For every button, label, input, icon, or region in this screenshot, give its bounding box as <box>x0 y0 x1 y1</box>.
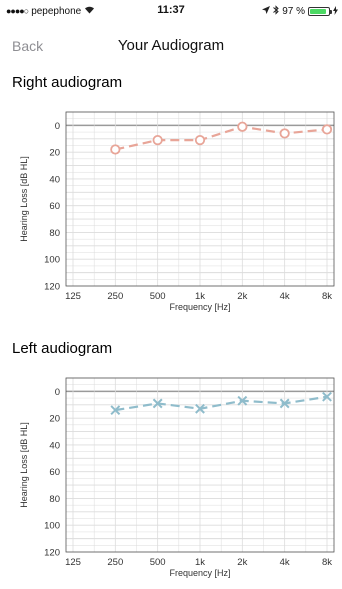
right-data-point-2 <box>194 135 206 146</box>
left-x-tick-0: 125 <box>65 557 81 568</box>
left-x-tick-4: 2k <box>237 557 247 568</box>
left-x-axis-label: Frequency [Hz] <box>169 568 230 578</box>
left-y-tick-0: 0 <box>55 387 60 398</box>
left-y-tick-6: 120 <box>44 548 60 559</box>
left-x-tick-1: 250 <box>107 557 123 568</box>
page-title: Your Audiogram <box>117 37 225 54</box>
left-audiogram-title: Left audiogram <box>12 340 113 357</box>
left-x-tick-3: 1k <box>195 557 205 568</box>
left-data-point-1 <box>152 398 163 409</box>
right-audiogram-title: Right audiogram <box>12 74 123 91</box>
right-x-tick-5: 4k <box>280 291 290 302</box>
right-x-axis-label: Frequency [Hz] <box>169 302 230 312</box>
carrier-name: pepephone <box>31 5 82 17</box>
right-data-point-3 <box>237 121 248 132</box>
right-data-point-1 <box>152 135 163 146</box>
back-button[interactable]: Back <box>12 38 44 54</box>
navigation-bar: Back Your Audiogram <box>0 30 342 60</box>
right-x-tick-4: 2k <box>237 291 247 302</box>
left-x-tick-6: 8k <box>322 557 332 568</box>
location-icon <box>262 6 271 17</box>
right-x-tick-2: 500 <box>150 291 166 302</box>
left-data-point-3 <box>237 395 248 406</box>
right-x-tick-6: 8k <box>322 291 332 302</box>
right-audiogram-chart: 0 20 40 60 80 100 120 125 250 500 1k 2k 4k 8k Frequenc… <box>19 111 335 312</box>
right-y-tick-4: 80 <box>49 228 60 239</box>
right-series-line-0 <box>115 125 328 151</box>
battery-icon <box>308 7 332 16</box>
right-x-tick-3: 1k <box>195 291 205 302</box>
right-x-tick-1: 250 <box>107 291 123 302</box>
right-y-tick-3: 60 <box>49 201 60 212</box>
left-plot-frame <box>65 377 335 553</box>
right-x-tick-0: 125 <box>65 291 81 302</box>
status-right: 97 % <box>262 5 338 18</box>
left-y-tick-1: 20 <box>49 414 60 425</box>
right-plot-frame <box>65 111 335 287</box>
status-bar: ●●●●○ pepephone 11:37 97 % <box>0 0 342 20</box>
left-grid <box>66 377 334 553</box>
right-y-axis-label: Hearing Loss [dB HL] <box>19 156 29 242</box>
left-y-axis-label: Hearing Loss [dB HL] <box>19 422 29 508</box>
right-data-point-0 <box>110 144 121 155</box>
left-audiogram-chart: 0 20 40 60 80 100 120 125 250 500 1k 2k 4k 8k Frequenc… <box>19 377 335 578</box>
carrier-indicator: ●●●●○ pepephone <box>6 5 95 17</box>
right-y-tick-5: 100 <box>44 255 60 266</box>
left-x-tick-5: 4k <box>280 557 290 568</box>
right-y-tick-2: 40 <box>49 174 60 185</box>
left-data-point-2 <box>195 403 205 414</box>
left-y-tick-4: 80 <box>49 494 60 505</box>
battery-percent: 97 % <box>282 6 305 17</box>
left-x-tick-2: 500 <box>150 557 166 568</box>
right-data-point-4 <box>279 128 290 139</box>
bluetooth-icon <box>273 5 279 18</box>
status-time: 11:37 <box>157 4 185 16</box>
left-data-point-5 <box>322 391 332 402</box>
left-data-point-0 <box>110 405 121 416</box>
right-y-tick-6: 120 <box>44 282 60 293</box>
signal-strength-icon: ●●●●○ <box>6 6 29 16</box>
left-y-tick-5: 100 <box>44 521 60 532</box>
wifi-icon <box>84 5 95 17</box>
left-series-line-0 <box>115 395 328 412</box>
right-y-tick-0: 0 <box>55 121 60 132</box>
left-y-tick-3: 60 <box>49 467 60 478</box>
charging-icon <box>333 5 338 18</box>
right-y-tick-1: 20 <box>49 148 60 159</box>
right-data-point-5 <box>321 124 333 135</box>
left-y-tick-2: 40 <box>49 440 60 451</box>
left-data-point-4 <box>279 398 290 409</box>
